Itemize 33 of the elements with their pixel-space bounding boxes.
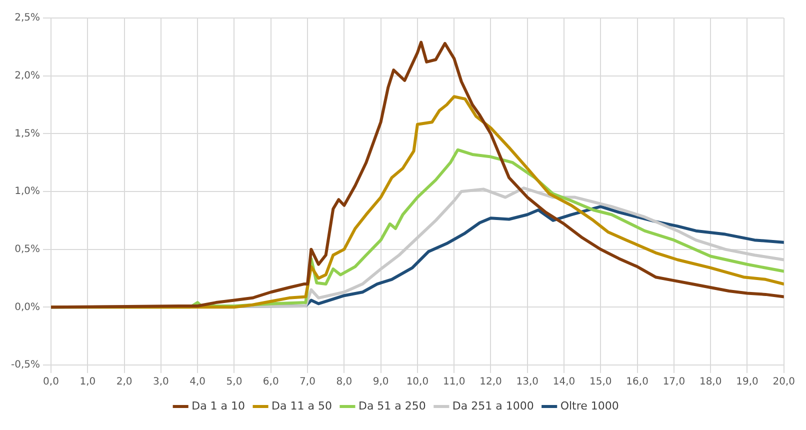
x-tick-label: 11,0 bbox=[442, 376, 466, 388]
legend-label: Da 51 a 250 bbox=[358, 399, 426, 412]
x-tick-label: 4,0 bbox=[190, 376, 206, 388]
x-tick-label: 18,0 bbox=[699, 376, 722, 388]
x-tick-label: 14,0 bbox=[552, 376, 576, 388]
x-tick-label: 19,0 bbox=[736, 376, 758, 388]
x-tick-label: 16,0 bbox=[626, 376, 648, 388]
x-tick-label: 20,0 bbox=[772, 376, 795, 388]
legend-label: Da 1 a 10 bbox=[192, 399, 246, 412]
x-tick-label: 13,0 bbox=[516, 376, 538, 388]
y-tick-label: 1,0% bbox=[14, 186, 40, 198]
x-tick-label: 1,0 bbox=[80, 376, 96, 388]
y-tick-label: 2,0% bbox=[14, 70, 40, 82]
y-tick-label: 1,5% bbox=[14, 128, 40, 140]
x-tick-label: 2,0 bbox=[116, 376, 132, 388]
x-tick-label: 6,0 bbox=[262, 376, 279, 388]
legend-label: Da 251 a 1000 bbox=[452, 399, 534, 412]
x-tick-label: 8,0 bbox=[336, 376, 352, 388]
x-tick-label: 3,0 bbox=[152, 376, 169, 388]
x-tick-label: 10,0 bbox=[406, 376, 429, 388]
x-tick-label: 5,0 bbox=[226, 376, 242, 388]
y-tick-label: 0,5% bbox=[14, 244, 40, 255]
legend-label: Da 11 a 50 bbox=[272, 399, 332, 412]
x-tick-label: 17,0 bbox=[662, 376, 686, 388]
y-tick-label: 2,5% bbox=[14, 12, 40, 24]
x-tick-label: 15,0 bbox=[590, 376, 612, 388]
y-tick-label: 0,0% bbox=[14, 302, 40, 313]
x-tick-label: 9,0 bbox=[372, 376, 389, 388]
x-tick-label: 12,0 bbox=[480, 376, 502, 388]
x-tick-label: 7,0 bbox=[300, 376, 316, 388]
y-tick-label: -0,5% bbox=[11, 360, 40, 371]
legend-label: Oltre 1000 bbox=[560, 399, 619, 412]
x-tick-label: 0,0 bbox=[43, 376, 59, 388]
